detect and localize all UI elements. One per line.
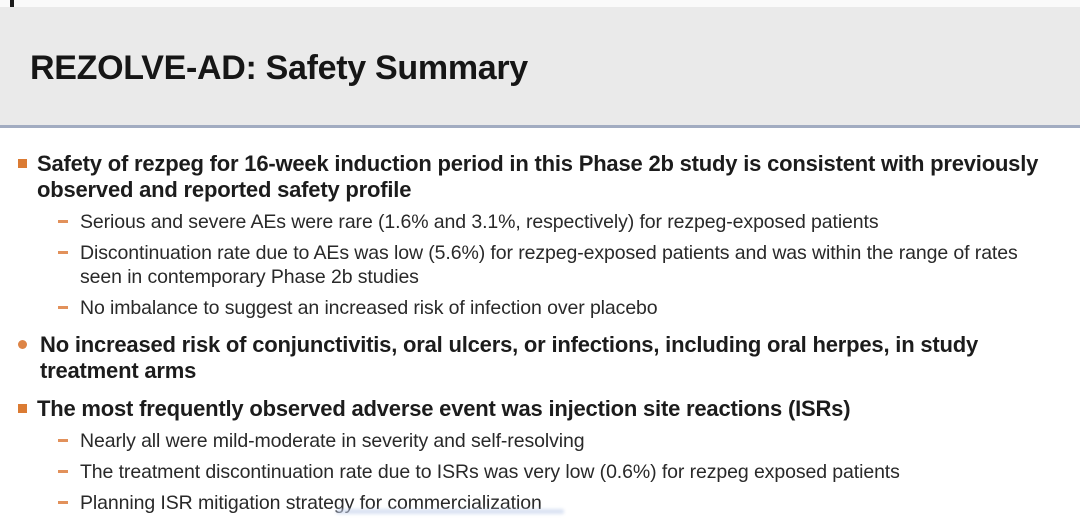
dash-bullet-icon <box>58 439 68 442</box>
sub-bullet-item: Nearly all were mild-moderate in severit… <box>58 429 1054 453</box>
sub-bullet-text: No imbalance to suggest an increased ris… <box>80 297 658 319</box>
bullet-item: The most frequently observed adverse eve… <box>18 396 1054 422</box>
dash-bullet-icon <box>58 306 68 309</box>
sub-bullet-item: Serious and severe AEs were rare (1.6% a… <box>58 210 1054 234</box>
sub-bullet-item: No imbalance to suggest an increased ris… <box>58 296 1054 320</box>
square-bullet-icon <box>18 159 27 168</box>
bullet-text: No increased risk of conjunctivitis, ora… <box>40 332 979 383</box>
slide-header: REZOLVE-AD: Safety Summary <box>0 7 1080 128</box>
sub-bullet-text: The treatment discontinuation rate due t… <box>80 461 900 483</box>
sub-bullet-text: Nearly all were mild-moderate in severit… <box>80 430 585 452</box>
square-bullet-icon <box>18 404 27 413</box>
sub-bullet-text: Discontinuation rate due to AEs was low … <box>80 242 1018 288</box>
top-strip <box>0 0 1080 7</box>
bullet-text: Safety of rezpeg for 16-week induction p… <box>37 151 1039 202</box>
slide-title: REZOLVE-AD: Safety Summary <box>30 48 528 87</box>
dash-bullet-icon <box>58 251 68 254</box>
dash-bullet-icon <box>58 220 68 223</box>
cutoff-footnote-fragment <box>336 509 564 514</box>
sub-bullet-text: Planning ISR mitigation strategy for com… <box>80 492 542 514</box>
slide-body: Safety of rezpeg for 16-week induction p… <box>0 131 1080 525</box>
dash-bullet-icon <box>58 501 68 504</box>
round-bullet-icon <box>18 340 27 349</box>
bullet-item: Safety of rezpeg for 16-week induction p… <box>18 151 1054 203</box>
sub-bullet-item: The treatment discontinuation rate due t… <box>58 460 1054 484</box>
sub-bullet-text: Serious and severe AEs were rare (1.6% a… <box>80 211 879 233</box>
bullet-text: The most frequently observed adverse eve… <box>37 396 851 421</box>
dash-bullet-icon <box>58 470 68 473</box>
sub-bullet-item: Discontinuation rate due to AEs was low … <box>58 241 1054 289</box>
bullet-item: No increased risk of conjunctivitis, ora… <box>18 332 1054 384</box>
sub-bullet-item: Planning ISR mitigation strategy for com… <box>58 491 1054 515</box>
